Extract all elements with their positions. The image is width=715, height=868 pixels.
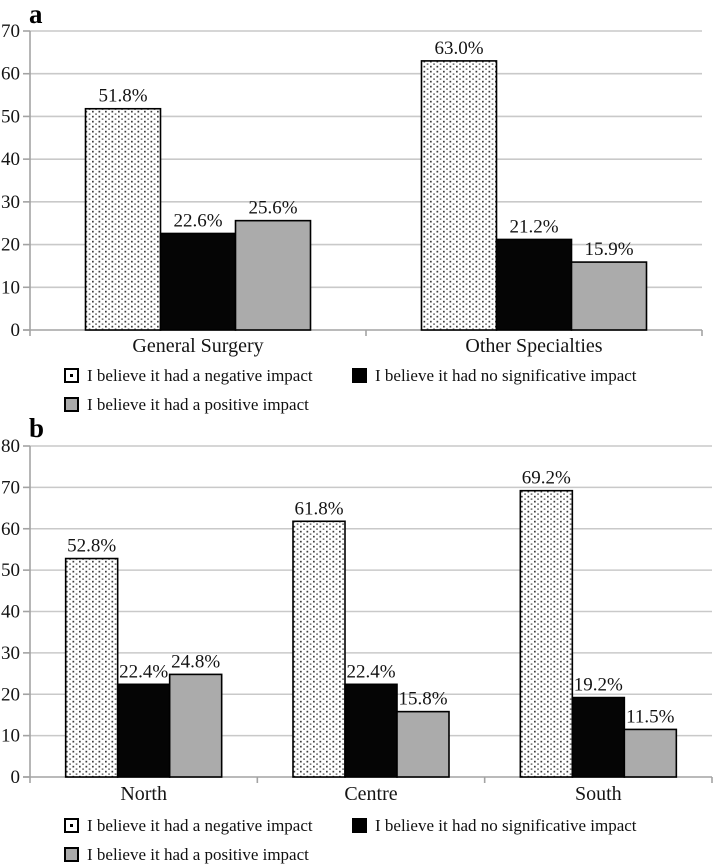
panel-label-a: a — [29, 0, 43, 29]
legend-swatch-gray-icon — [64, 397, 79, 412]
category-label: General Surgery — [132, 335, 263, 357]
bar-black — [344, 683, 398, 778]
y-tick-label: 70 — [1, 477, 20, 498]
value-label: 22.6% — [173, 210, 222, 231]
y-tick-label: 0 — [11, 767, 21, 788]
value-label: 22.4% — [119, 661, 168, 682]
y-tick-label: 40 — [1, 602, 20, 623]
bar-gray — [234, 219, 312, 331]
legend-swatch-black-icon — [352, 368, 367, 383]
y-tick-label: 10 — [1, 277, 20, 298]
legend-label: I believe it had a positive impact — [87, 395, 309, 414]
y-tick-label: 50 — [1, 560, 20, 581]
value-label: 61.8% — [294, 498, 343, 519]
legend-item-negative: I believe it had a negative impact — [64, 816, 352, 835]
legend-item-positive: I believe it had a positive impact — [64, 845, 309, 864]
panel-label-b: b — [29, 413, 45, 443]
legend-item-negative: I believe it had a negative impact — [64, 366, 352, 385]
category-label: North — [120, 783, 167, 805]
y-tick-label: 30 — [1, 192, 20, 213]
bar-black — [571, 696, 626, 778]
bar-chart-a-specialty: 0 10 20 30 40 50 60 70 51.8% 22.6% 25.6% General Su… — [1, 21, 703, 357]
bar-dotted — [420, 60, 498, 331]
legend-row: I believe it had a negative impact I bel… — [64, 366, 637, 385]
bar-gray — [570, 261, 648, 331]
legend-swatch-black-icon — [352, 818, 367, 833]
legend-row: I believe it had a positive impact — [64, 395, 637, 414]
y-tick-label: 60 — [1, 64, 20, 85]
legend-row: I believe it had a positive impact — [64, 845, 637, 864]
legend-row: I believe it had a negative impact I bel… — [64, 816, 637, 835]
legend-chart-a: I believe it had a negative impact I bel… — [64, 366, 637, 414]
y-tick-label: 10 — [1, 726, 20, 747]
bar-black — [116, 683, 171, 778]
legend-label: I believe it had a positive impact — [87, 845, 309, 864]
value-label: 52.8% — [67, 536, 116, 557]
value-label: 15.8% — [398, 689, 447, 710]
y-tick-label: 20 — [1, 235, 20, 256]
legend-chart-b: I believe it had a negative impact I bel… — [64, 816, 637, 864]
category-label: Other Specialties — [465, 335, 602, 357]
legend-label: I believe it had a negative impact — [87, 366, 313, 385]
value-label: 11.5% — [626, 706, 675, 727]
legend-label: I believe it had a negative impact — [87, 816, 313, 835]
y-tick-label: 70 — [1, 21, 20, 42]
legend-item-no-impact: I believe it had no significative impact — [352, 366, 637, 385]
legend-item-positive: I believe it had a positive impact — [64, 395, 309, 414]
legend-item-no-impact: I believe it had no significative impact — [352, 816, 637, 835]
y-tick-label: 0 — [11, 320, 21, 341]
legend-label: I believe it had no significative impact — [375, 816, 637, 835]
bar-dotted — [84, 107, 162, 331]
value-label: 63.0% — [434, 38, 483, 59]
legend-swatch-dotted-icon — [64, 368, 79, 383]
value-label: 25.6% — [248, 198, 297, 219]
legend-label: I believe it had no significative impact — [375, 366, 637, 385]
value-label: 24.8% — [171, 651, 220, 672]
y-tick-label: 60 — [1, 519, 20, 540]
legend-swatch-gray-icon — [64, 847, 79, 862]
category-label: Centre — [344, 783, 397, 805]
y-tick-label: 50 — [1, 106, 20, 127]
bar-dotted — [292, 520, 346, 778]
bar-dotted — [64, 557, 119, 778]
value-label: 51.8% — [98, 86, 147, 107]
bar-black — [159, 232, 237, 331]
value-label: 21.2% — [509, 216, 558, 237]
bar-gray — [168, 673, 223, 778]
bar-dotted — [519, 489, 574, 778]
y-tick-label: 80 — [1, 436, 20, 457]
value-label: 22.4% — [346, 661, 395, 682]
value-label: 15.9% — [584, 239, 633, 260]
y-tick-label: 20 — [1, 684, 20, 705]
y-tick-label: 40 — [1, 149, 20, 170]
value-label: 19.2% — [574, 675, 623, 696]
category-label: South — [575, 783, 622, 805]
bar-gray — [396, 710, 450, 778]
value-label: 69.2% — [522, 468, 571, 489]
y-tick-label: 30 — [1, 643, 20, 664]
bar-gray — [623, 728, 678, 778]
legend-swatch-dotted-icon — [64, 818, 79, 833]
bar-black — [495, 238, 573, 331]
